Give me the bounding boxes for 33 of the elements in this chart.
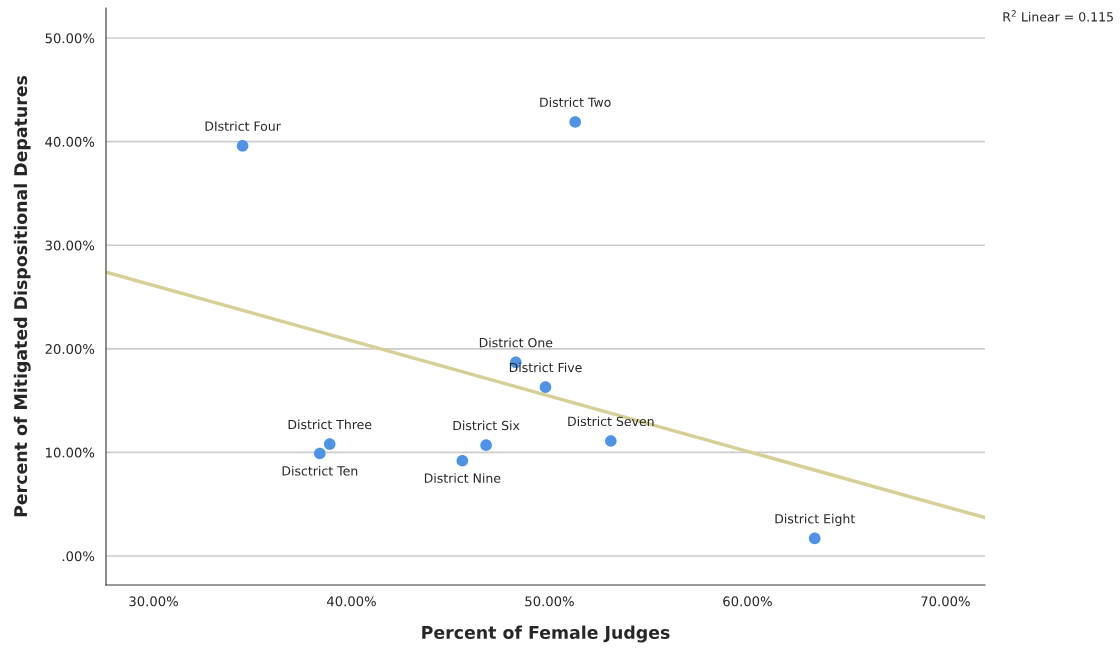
point: [605, 435, 617, 447]
x-tick-label: 70.00%: [921, 596, 970, 607]
x-axis-title: Percent of Female Judges: [422, 625, 670, 643]
y-tick-label: 40.00%: [45, 136, 95, 147]
y-tick-label: 50.00%: [45, 33, 95, 44]
point: [456, 454, 469, 467]
point: [569, 116, 582, 128]
annotation: District Two: [540, 97, 611, 108]
annotation: District One: [479, 337, 553, 348]
y-tick-label: .00%: [62, 551, 95, 562]
annotation: District Five: [509, 362, 582, 373]
annotation: Disctrict Ten: [282, 465, 358, 476]
annotation: District Three: [288, 419, 372, 430]
x-tick-label: 30.00%: [129, 596, 178, 607]
point: [539, 381, 552, 393]
y-axis-title: Percent of Mitigated Dispositional Depatures: [13, 75, 31, 517]
annotation: District Eight: [775, 513, 855, 526]
point: [480, 439, 492, 451]
point: [314, 447, 326, 460]
annotation: DIstrict Four: [205, 121, 281, 131]
y-tick-label: 20.00%: [45, 344, 95, 355]
y-tick-label: 30.00%: [45, 240, 95, 251]
x-tick-label: 60.00%: [723, 596, 772, 607]
text: R$^{2}$ Linear = 0.115: [1003, 10, 1113, 22]
annotation: District Six: [453, 420, 520, 431]
y-tick-label: 10.00%: [46, 447, 95, 458]
x-tick-label: 40.00%: [326, 596, 376, 607]
point: [808, 532, 821, 545]
x-tick-label: 50.00%: [525, 596, 574, 607]
point: [236, 139, 249, 152]
annotation: District Seven: [568, 416, 654, 427]
annotation: District Nine: [424, 473, 501, 483]
point: [323, 438, 336, 450]
